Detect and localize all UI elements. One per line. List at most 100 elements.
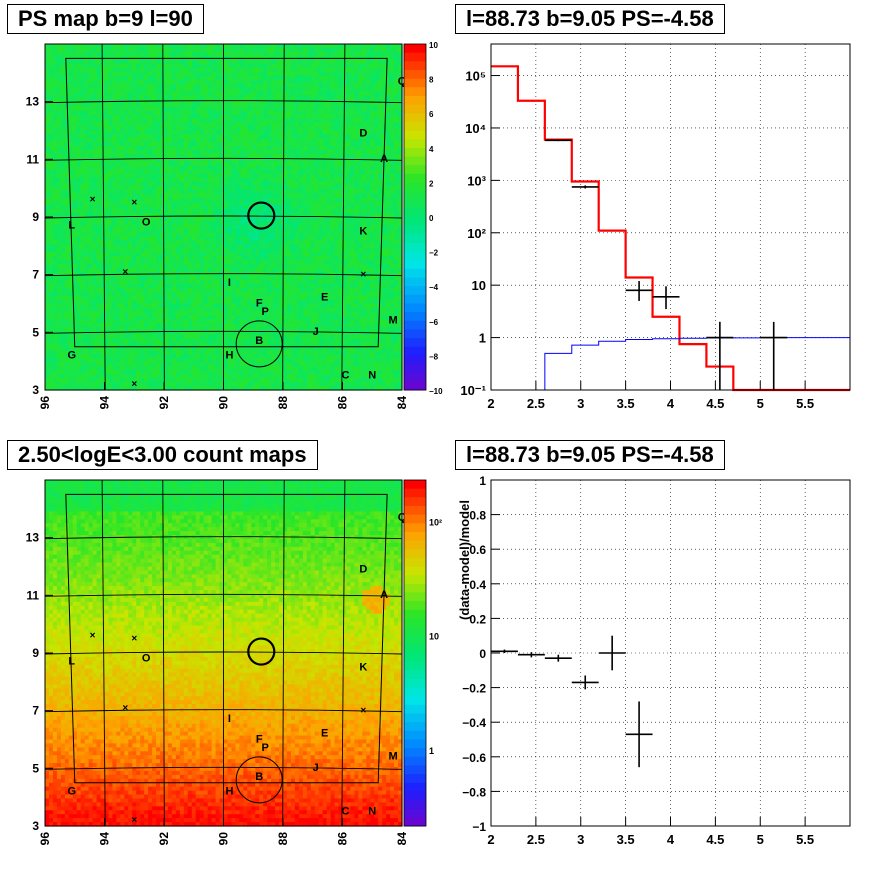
heatmap-cell: [382, 102, 387, 108]
heatmap-cell: [203, 217, 209, 222]
heatmap-cell: [378, 63, 383, 69]
heatmap-cell: [374, 51, 379, 57]
heatmap-cell: [72, 126, 78, 132]
heatmap-cell: [76, 79, 82, 84]
heatmap-cell: [243, 114, 248, 120]
heatmap-cell: [394, 169, 399, 175]
heatmap-cell: [298, 102, 304, 108]
heatmap-cell: [199, 256, 205, 261]
heatmap-cell: [136, 185, 141, 191]
heatmap-cell: [116, 220, 121, 226]
heatmap-cell: [263, 165, 268, 171]
heatmap-cell: [330, 201, 336, 206]
heatmap-cell: [152, 169, 157, 175]
heatmap-cell: [92, 228, 98, 234]
heatmap-cell: [275, 209, 280, 214]
heatmap-cell: [164, 71, 169, 77]
heatmap-cell: [219, 83, 225, 88]
heatmap-cell: [171, 165, 177, 171]
heatmap-cell: [112, 142, 117, 147]
heatmap-cell: [227, 44, 233, 49]
heatmap-cell: [60, 142, 66, 147]
heatmap-cell: [199, 142, 205, 147]
heatmap-cell: [239, 224, 244, 230]
heatmap-cell: [136, 47, 141, 53]
heatmap-cell: [128, 240, 133, 246]
heatmap-cell: [156, 217, 161, 222]
heatmap-cell: [326, 122, 332, 128]
heatmap-cell: [191, 114, 197, 120]
heatmap-cell: [48, 256, 54, 261]
heatmap-cell: [199, 114, 205, 120]
heatmap-cell: [211, 126, 217, 132]
heatmap-cell: [152, 158, 157, 163]
heatmap-cell: [116, 130, 121, 136]
heatmap-cell: [96, 126, 102, 132]
heatmap-cell: [235, 146, 240, 151]
heatmap-cell: [144, 236, 149, 242]
heatmap-cell: [275, 213, 280, 218]
heatmap-cell: [112, 130, 117, 136]
heatmap-cell: [310, 150, 316, 155]
heatmap-cell: [48, 59, 54, 65]
heatmap-cell: [310, 181, 316, 187]
heatmap-cell: [231, 197, 236, 202]
heatmap-cell: [318, 236, 324, 242]
heatmap-cell: [227, 256, 233, 261]
heatmap-cell: [132, 173, 137, 179]
heatmap-cell: [298, 79, 304, 84]
heatmap-cell: [136, 177, 141, 183]
heatmap-cell: [279, 256, 284, 261]
heatmap-cell: [60, 126, 66, 132]
heatmap-cell: [370, 189, 375, 195]
heatmap-cell: [175, 138, 181, 143]
heatmap-cell: [64, 252, 70, 257]
heatmap-cell: [279, 83, 284, 88]
heatmap-cell: [306, 224, 312, 230]
heatmap-cell: [382, 83, 387, 88]
heatmap-cell: [68, 177, 74, 183]
heatmap-cell: [362, 193, 367, 198]
heatmap-cell: [132, 87, 137, 92]
heatmap-cell: [223, 91, 229, 96]
heatmap-cell: [219, 134, 225, 139]
heatmap-cell: [322, 193, 328, 198]
heatmap-cell: [354, 193, 359, 198]
heatmap-cell: [92, 134, 98, 139]
heatmap-cell: [52, 165, 58, 171]
heatmap-cell: [124, 165, 129, 171]
heatmap-cell: [283, 213, 288, 218]
heatmap-cell: [175, 256, 181, 261]
heatmap-cell: [366, 189, 371, 195]
heatmap-cell: [116, 63, 121, 69]
heatmap-cell: [64, 44, 70, 49]
heatmap-cell: [45, 228, 50, 234]
heatmap-cell: [362, 158, 367, 163]
heatmap-cell: [60, 106, 66, 112]
heatmap-cell: [136, 63, 141, 69]
heatmap-cell: [235, 87, 240, 92]
heatmap-cell: [322, 169, 328, 175]
heatmap-cell: [370, 87, 375, 92]
heatmap-cell: [64, 248, 70, 253]
heatmap-cell: [167, 213, 173, 218]
heatmap-cell: [52, 217, 58, 222]
heatmap-cell: [243, 161, 248, 167]
heatmap-cell: [314, 51, 320, 57]
heatmap-cell: [60, 205, 66, 210]
heatmap-cell: [398, 217, 403, 222]
heatmap-cell: [227, 252, 233, 257]
heatmap-cell: [338, 165, 344, 171]
heatmap-cell: [346, 44, 352, 49]
heatmap-cell: [243, 87, 248, 92]
heatmap-cell: [96, 181, 102, 187]
heatmap-cell: [314, 240, 320, 246]
heatmap-cell: [203, 193, 209, 198]
heatmap-cell: [267, 173, 272, 179]
heatmap-cell: [231, 71, 236, 77]
heatmap-cell: [152, 134, 157, 139]
heatmap-cell: [223, 244, 229, 250]
heatmap-cell: [167, 67, 173, 73]
heatmap-cell: [124, 47, 129, 53]
heatmap-cell: [211, 205, 217, 210]
